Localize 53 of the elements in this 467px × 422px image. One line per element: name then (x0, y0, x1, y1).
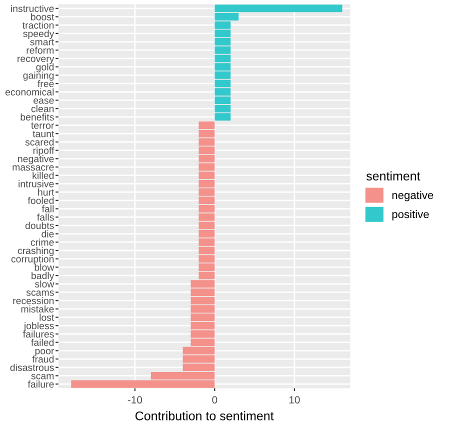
y-tick-label: boost (31, 13, 54, 20)
y-tick-label: intrusive (18, 180, 54, 188)
y-tick-label: smart (30, 39, 54, 46)
y-tick-label: benefits (20, 113, 54, 121)
y-tick-label: scams (26, 290, 54, 296)
legend-label: negative (392, 190, 434, 202)
y-tick-label: traction (22, 22, 54, 29)
y-tick-label: mistake (21, 305, 54, 313)
y-tick-label: killed (32, 172, 54, 179)
y-tick-label: doubts (25, 222, 54, 230)
y-tick-label: crime (30, 238, 54, 246)
y-tick-label: fooled (28, 196, 54, 204)
y-tick-label: die (42, 230, 54, 238)
legend-label: positive (392, 210, 429, 220)
y-tick-label: falls (37, 214, 54, 221)
x-axis-title: Contribution to sentiment (135, 411, 274, 420)
y-tick-label: free (38, 80, 54, 88)
y-tick-label: poor (35, 348, 54, 356)
y-tick-label: fraud (32, 356, 54, 363)
x-tick-label: 0 (212, 396, 218, 404)
y-tick-label: scared (25, 138, 54, 146)
y-tick-label: slow (35, 280, 54, 288)
y-tick-label: lost (40, 314, 54, 321)
y-tick-label: clean (31, 105, 54, 112)
y-tick-label: speedy (23, 30, 54, 39)
y-tick-label: failure (28, 380, 54, 388)
y-tick-label: gold (36, 63, 54, 72)
y-tick-label: hurt (38, 188, 54, 196)
y-tick-label: recovery (18, 56, 54, 64)
y-tick-label: recession (13, 297, 54, 304)
y-tick-label: disastrous (10, 364, 54, 371)
y-tick-label: reform (26, 46, 54, 54)
y-tick-label: scam (31, 374, 54, 380)
y-tick-label: blow (34, 264, 54, 271)
y-tick-label: badly (32, 272, 54, 282)
y-tick-label: negative (18, 155, 54, 164)
x-tick-label: 10 (289, 396, 300, 404)
y-tick-label: economical (5, 88, 54, 96)
y-tick-label: terror (31, 122, 54, 129)
y-tick-label: massacre (12, 165, 54, 171)
y-tick-label: jobless (24, 322, 54, 332)
y-tick-label: taunt (32, 130, 54, 138)
y-tick-label: instructive (11, 4, 54, 12)
y-tick-label: fall (42, 205, 54, 212)
y-tick-label: failed (31, 338, 54, 346)
y-tick-label: corruption (11, 255, 54, 264)
y-tick-label: crashing (18, 246, 54, 256)
y-tick-label: failures (23, 330, 54, 338)
legend-title: sentiment (366, 171, 420, 180)
y-tick-label: ripoff (33, 146, 54, 156)
y-tick-label: gaining (23, 72, 54, 81)
y-tick-label: ease (34, 98, 54, 104)
x-tick-label: -10 (128, 396, 142, 404)
